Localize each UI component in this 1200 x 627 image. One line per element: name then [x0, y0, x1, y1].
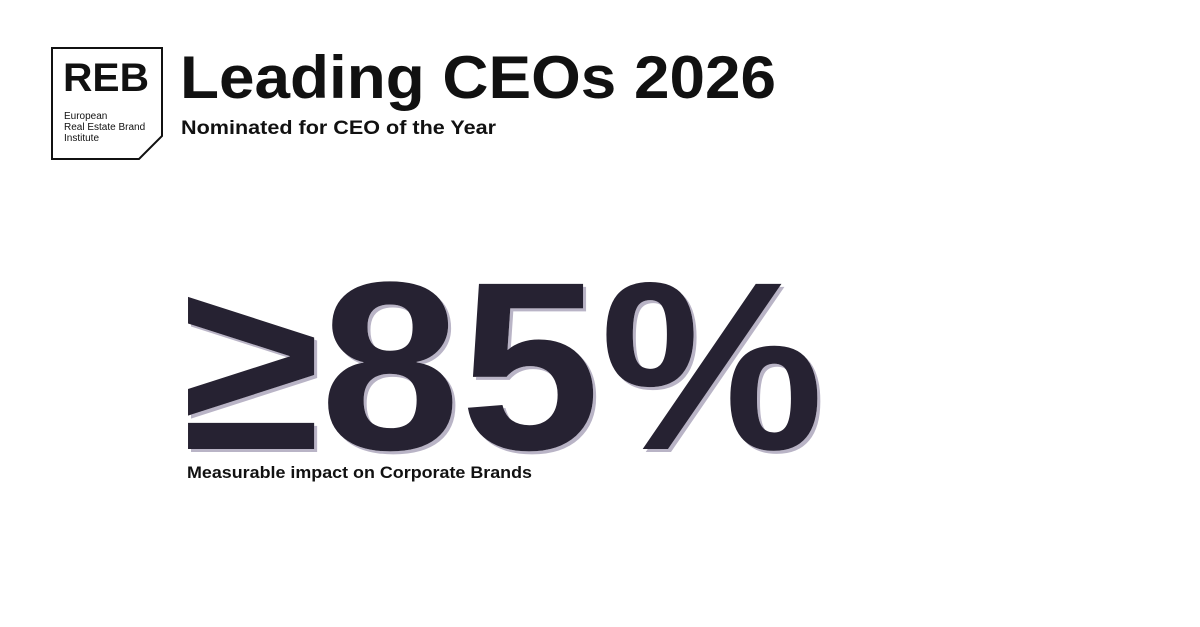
logo: REB European Real Estate Brand Institute	[51, 47, 163, 160]
logo-name-line: Real Estate Brand	[64, 122, 145, 133]
subtitle: Nominated for CEO of the Year	[181, 118, 497, 139]
logo-abbreviation: REB	[63, 56, 149, 100]
logo-name-line: European	[64, 111, 107, 122]
logo-frame	[51, 47, 163, 160]
logo-name-line: Institute	[64, 133, 99, 144]
title: Leading CEOs 2026	[180, 44, 776, 111]
highlight-caption: Measurable impact on Corporate Brands	[187, 463, 532, 482]
highlight-stat: ≥85%	[182, 232, 824, 500]
